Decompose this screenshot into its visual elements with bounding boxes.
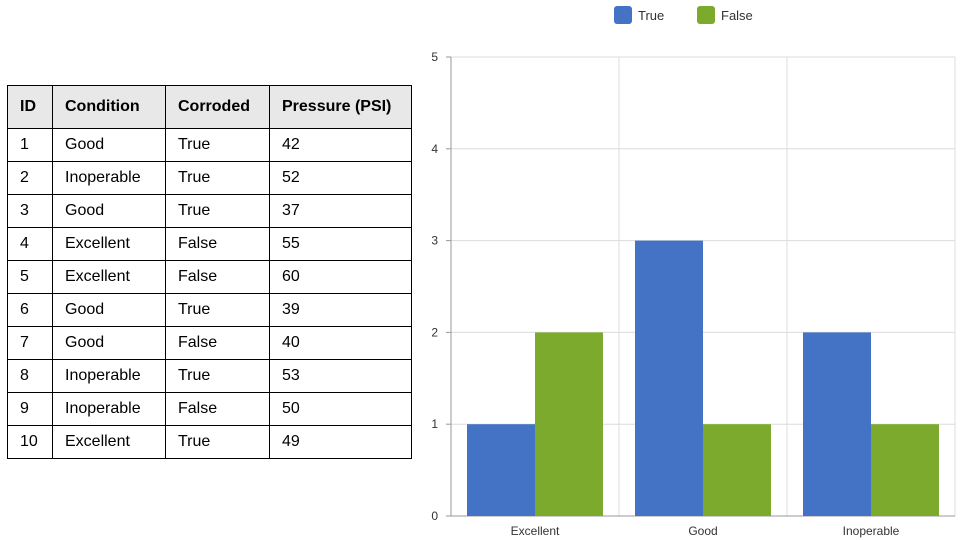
x-tick-label: Good (688, 524, 717, 538)
table-cell: True (165, 194, 270, 228)
table-cell: 49 (269, 425, 412, 459)
x-tick-label: Inoperable (843, 524, 900, 538)
table-cell: 60 (269, 260, 412, 294)
table-cell: 10 (7, 425, 53, 459)
table-cell: 50 (269, 392, 412, 426)
table-row: 3 Good True 37 (7, 194, 412, 228)
bar-inoperable-true (803, 332, 871, 516)
table-cell: 52 (269, 161, 412, 195)
table-cell: 5 (7, 260, 53, 294)
header-pressure: Pressure (PSI) (269, 85, 412, 129)
table-row: 8 Inoperable True 53 (7, 359, 412, 393)
table-row: 9 Inoperable False 50 (7, 392, 412, 426)
table-cell: 6 (7, 293, 53, 327)
table-row: 10 Excellent True 49 (7, 425, 412, 459)
table-cell: 39 (269, 293, 412, 327)
table-row: 5 Excellent False 60 (7, 260, 412, 294)
y-tick-label: 3 (431, 234, 438, 248)
legend-swatch-true (614, 6, 632, 24)
table-cell: 8 (7, 359, 53, 393)
table-cell: Inoperable (52, 359, 166, 393)
table-cell: Excellent (52, 425, 166, 459)
table-cell: False (165, 326, 270, 360)
y-tick-label: 5 (431, 50, 438, 64)
data-table: ID Condition Corroded Pressure (PSI) 1 Go… (7, 85, 412, 459)
header-id: ID (7, 85, 53, 129)
table-cell: True (165, 359, 270, 393)
y-tick-label: 2 (431, 325, 438, 339)
table-cell: Good (52, 128, 166, 162)
table-header-row: ID Condition Corroded Pressure (PSI) (7, 85, 412, 129)
bar-excellent-true (467, 424, 535, 516)
y-tick-label: 0 (431, 509, 438, 523)
table-cell: 1 (7, 128, 53, 162)
table-row: 6 Good True 39 (7, 293, 412, 327)
table-cell: Excellent (52, 260, 166, 294)
bar-inoperable-false (871, 424, 939, 516)
y-tick-label: 4 (431, 142, 438, 156)
table-cell: False (165, 392, 270, 426)
table-row: 1 Good True 42 (7, 128, 412, 162)
table-cell: Inoperable (52, 392, 166, 426)
table-cell: False (165, 227, 270, 261)
y-tick-label: 1 (431, 417, 438, 431)
table-cell: Good (52, 194, 166, 228)
legend-swatch-false (697, 6, 715, 24)
table-cell: 53 (269, 359, 412, 393)
bar-good-false (703, 424, 771, 516)
bar-good-true (635, 240, 703, 516)
x-tick-label: Excellent (511, 524, 560, 538)
bar-excellent-false (535, 332, 603, 516)
legend-label: False (721, 8, 753, 23)
table-cell: 37 (269, 194, 412, 228)
table-row: 4 Excellent False 55 (7, 227, 412, 261)
table-cell: True (165, 425, 270, 459)
table-cell: 3 (7, 194, 53, 228)
table-cell: 9 (7, 392, 53, 426)
legend-label: True (638, 8, 664, 23)
